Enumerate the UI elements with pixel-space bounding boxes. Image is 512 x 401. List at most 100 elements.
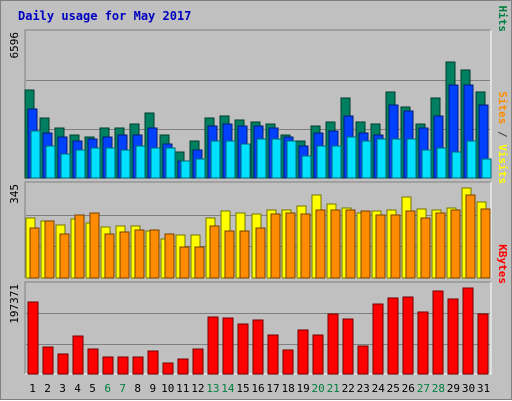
x-tick-label: 28 (432, 382, 445, 395)
bar-sites (300, 213, 311, 279)
x-tick-label: 24 (372, 382, 386, 395)
bar-kbytes (132, 356, 144, 375)
bar-pages (481, 158, 492, 179)
legend-entry: Visits (496, 144, 509, 184)
x-tick-label: 10 (161, 382, 174, 395)
bar-sites (450, 209, 461, 279)
x-tick-label: 30 (462, 382, 475, 395)
bar-kbytes (477, 313, 489, 375)
x-tick-label: 15 (236, 382, 249, 395)
x-tick-label: 12 (191, 382, 204, 395)
bar-pages (240, 143, 251, 179)
panel-legend: KBytes (496, 244, 509, 284)
x-axis-labels: 1 2 3 4 5 6 7 8 9 10 11 12 13 14 15 16 17 18 19 20 21 22 23 24 2… (29, 382, 490, 395)
bar-kbytes (447, 298, 459, 375)
bar-pages (210, 140, 221, 179)
bar-sites (480, 208, 491, 279)
x-tick-label: 18 (281, 382, 294, 395)
bar-sites (74, 214, 85, 279)
panel-legend: Pages / Files / Hits (496, 1, 509, 32)
bar-kbytes (402, 296, 414, 375)
bar-kbytes (372, 303, 384, 375)
bar-sites (224, 230, 235, 279)
bar-pages (225, 140, 236, 179)
x-tick-label: 27 (417, 382, 430, 395)
panel-border-shadow (24, 281, 491, 374)
bar-kbytes (357, 345, 369, 375)
bar-pages (436, 147, 447, 179)
legend-entry: Hits (496, 6, 509, 33)
bar-pages (286, 140, 297, 179)
bar-sites (104, 233, 115, 279)
bar-sites (405, 210, 416, 279)
bar-sites (119, 231, 130, 279)
bar-kbytes (102, 356, 114, 375)
x-tick-label: 8 (134, 382, 141, 395)
bar-kbytes (57, 353, 69, 375)
bar-kbytes (192, 348, 204, 375)
x-tick-label: 19 (296, 382, 309, 395)
series-kbytes (27, 287, 489, 375)
bar-pages (60, 153, 71, 179)
bar-kbytes (462, 287, 474, 375)
bar-pages (150, 147, 161, 179)
bar-kbytes (387, 297, 399, 375)
chart-title: Daily usage for May 2017 (18, 9, 191, 23)
bar-sites (315, 209, 326, 279)
bar-sites (270, 213, 281, 279)
series-sites (29, 194, 491, 279)
bar-pages (331, 145, 342, 179)
bar-kbytes (252, 319, 264, 375)
bar-pages (120, 149, 131, 179)
panel-visits_sites: 345 Sites / Visits (8, 91, 509, 279)
bar-pages (346, 136, 357, 179)
bar-pages (406, 138, 417, 179)
x-tick-label: 11 (176, 382, 189, 395)
x-tick-label: 16 (251, 382, 264, 395)
bar-sites (134, 229, 145, 279)
bar-sites (390, 214, 401, 279)
x-tick-label: 13 (206, 382, 219, 395)
bar-pages (466, 140, 477, 179)
x-tick-label: 29 (447, 382, 460, 395)
x-tick-label: 6 (104, 382, 111, 395)
bar-sites (285, 212, 296, 279)
bar-pages (135, 145, 146, 179)
bar-pages (45, 145, 56, 179)
bar-sites (255, 227, 266, 279)
bar-pages (105, 147, 116, 179)
legend-entry: / (496, 1, 509, 6)
bar-sites (360, 210, 371, 279)
x-tick-label: 9 (149, 382, 156, 395)
x-tick-label: 22 (342, 382, 355, 395)
x-tick-label: 31 (477, 382, 490, 395)
bar-sites (330, 209, 341, 279)
bar-kbytes (42, 346, 54, 375)
x-tick-label: 7 (119, 382, 126, 395)
bar-sites (375, 214, 386, 279)
bar-sites (345, 209, 356, 279)
series-pages (30, 130, 492, 179)
x-tick-label: 25 (387, 382, 400, 395)
bar-pages (256, 138, 267, 179)
bar-pages (421, 149, 432, 179)
bar-kbytes (177, 358, 189, 375)
panel-max-label: 6596 (8, 32, 21, 59)
bar-pages (271, 138, 282, 179)
bar-pages (180, 160, 191, 179)
panel-legend: Sites / Visits (496, 91, 509, 184)
bar-kbytes (297, 329, 309, 375)
bar-kbytes (282, 349, 294, 375)
bar-kbytes (432, 290, 444, 375)
bar-pages (391, 138, 402, 179)
x-tick-label: 3 (59, 382, 66, 395)
bar-sites (179, 246, 190, 279)
bar-kbytes (87, 348, 99, 375)
bar-pages (316, 145, 327, 179)
bar-kbytes (147, 350, 159, 375)
bar-kbytes (27, 301, 39, 375)
panel-border-shadow (24, 181, 491, 278)
bar-pages (165, 147, 176, 179)
x-tick-label: 14 (221, 382, 235, 395)
panel-kbytes: 197371 KBytes (8, 244, 509, 375)
